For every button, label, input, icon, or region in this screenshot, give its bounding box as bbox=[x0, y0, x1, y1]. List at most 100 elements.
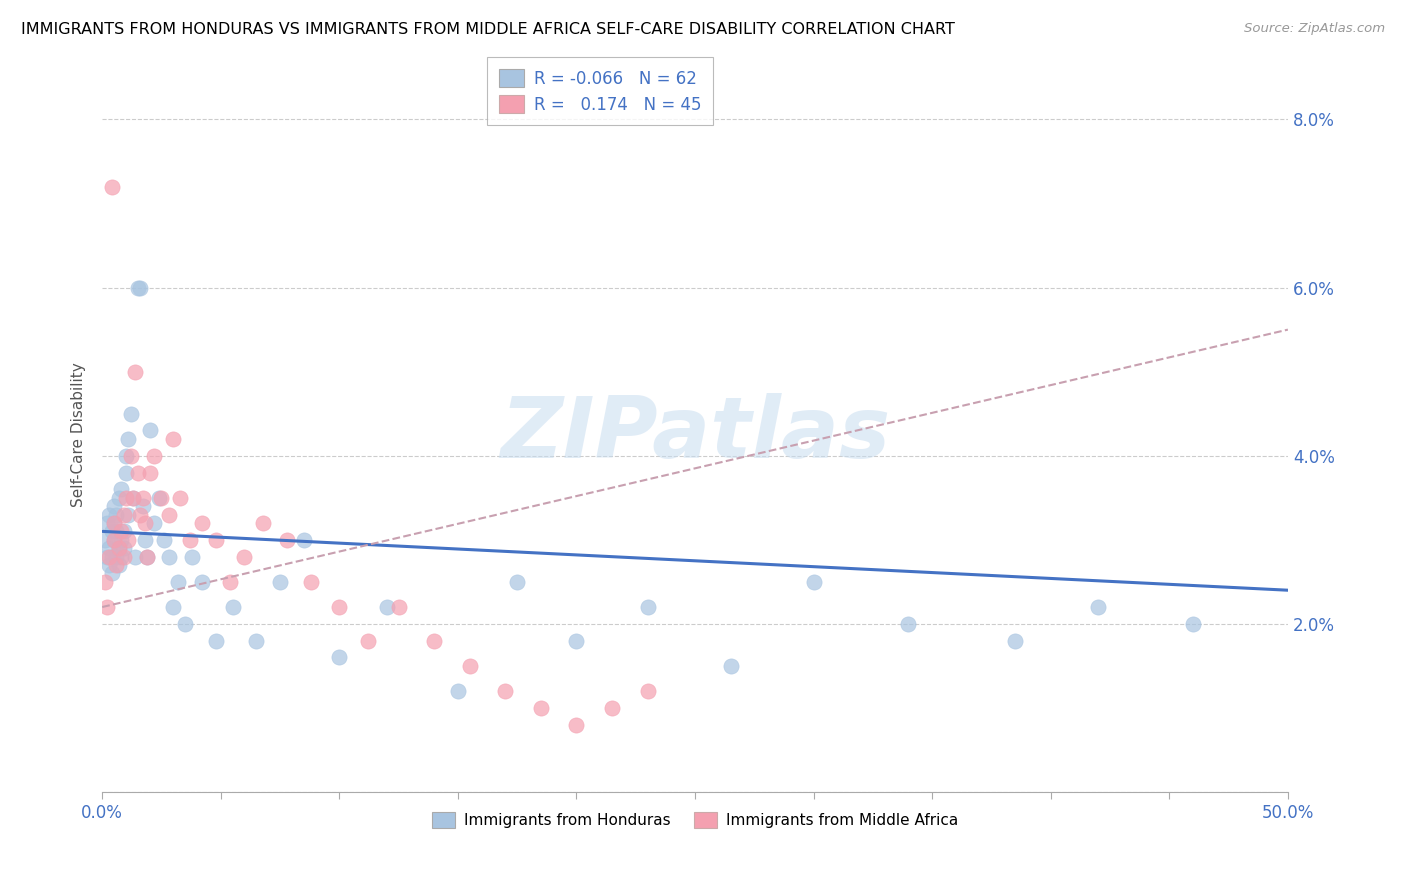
Point bbox=[100, 179, 122, 194]
Point bbox=[720, 658, 742, 673]
Point bbox=[233, 549, 256, 564]
Point bbox=[637, 600, 659, 615]
Point bbox=[458, 658, 481, 673]
Point bbox=[179, 533, 201, 547]
Point bbox=[252, 516, 274, 530]
Point bbox=[157, 508, 180, 522]
Point bbox=[245, 633, 267, 648]
Point bbox=[174, 616, 197, 631]
Text: IMMIGRANTS FROM HONDURAS VS IMMIGRANTS FROM MIDDLE AFRICA SELF-CARE DISABILITY C: IMMIGRANTS FROM HONDURAS VS IMMIGRANTS F… bbox=[21, 22, 955, 37]
Point bbox=[138, 424, 160, 438]
Point bbox=[134, 533, 156, 547]
Point bbox=[103, 516, 125, 530]
Point bbox=[108, 541, 131, 556]
Point bbox=[105, 549, 128, 564]
Point bbox=[600, 701, 623, 715]
Point bbox=[143, 449, 166, 463]
Text: Source: ZipAtlas.com: Source: ZipAtlas.com bbox=[1244, 22, 1385, 36]
Text: ZIPatlas: ZIPatlas bbox=[501, 393, 890, 476]
Point bbox=[117, 508, 139, 522]
Legend: Immigrants from Honduras, Immigrants from Middle Africa: Immigrants from Honduras, Immigrants fro… bbox=[426, 806, 965, 834]
Point bbox=[357, 633, 380, 648]
Point bbox=[134, 516, 156, 530]
Point bbox=[100, 524, 122, 539]
Point bbox=[124, 365, 146, 379]
Point bbox=[162, 600, 184, 615]
Point bbox=[96, 549, 118, 564]
Point bbox=[494, 684, 516, 698]
Point bbox=[375, 600, 398, 615]
Point bbox=[115, 491, 138, 505]
Point bbox=[110, 533, 132, 547]
Point bbox=[110, 549, 132, 564]
Point bbox=[100, 566, 122, 581]
Point bbox=[530, 701, 553, 715]
Point bbox=[93, 533, 115, 547]
Point bbox=[120, 407, 142, 421]
Point bbox=[103, 533, 125, 547]
Point bbox=[98, 549, 121, 564]
Point bbox=[423, 633, 446, 648]
Point bbox=[112, 508, 135, 522]
Point bbox=[565, 717, 588, 731]
Point bbox=[117, 432, 139, 446]
Point bbox=[120, 449, 142, 463]
Point bbox=[169, 491, 191, 505]
Point bbox=[299, 574, 322, 589]
Point bbox=[98, 508, 121, 522]
Point bbox=[112, 541, 135, 556]
Point bbox=[112, 549, 135, 564]
Point bbox=[328, 650, 350, 665]
Point bbox=[136, 549, 159, 564]
Point bbox=[205, 633, 228, 648]
Point bbox=[124, 549, 146, 564]
Point bbox=[205, 533, 228, 547]
Point bbox=[115, 449, 138, 463]
Point bbox=[803, 574, 825, 589]
Point bbox=[292, 533, 315, 547]
Point bbox=[108, 491, 131, 505]
Point bbox=[1004, 633, 1026, 648]
Point bbox=[100, 549, 122, 564]
Point bbox=[127, 466, 149, 480]
Point bbox=[157, 549, 180, 564]
Point bbox=[565, 633, 588, 648]
Point bbox=[181, 549, 204, 564]
Point bbox=[637, 684, 659, 698]
Point bbox=[108, 541, 131, 556]
Point bbox=[103, 499, 125, 513]
Point bbox=[103, 533, 125, 547]
Point bbox=[96, 600, 118, 615]
Point bbox=[108, 558, 131, 572]
Point bbox=[447, 684, 470, 698]
Point bbox=[122, 491, 145, 505]
Point bbox=[276, 533, 298, 547]
Point bbox=[388, 600, 411, 615]
Point bbox=[506, 574, 529, 589]
Point bbox=[191, 516, 214, 530]
Point bbox=[93, 574, 115, 589]
Point bbox=[105, 558, 128, 572]
Point bbox=[148, 491, 170, 505]
Point bbox=[162, 432, 184, 446]
Point bbox=[112, 524, 135, 539]
Point bbox=[110, 483, 132, 497]
Point bbox=[269, 574, 291, 589]
Point bbox=[191, 574, 214, 589]
Point bbox=[105, 508, 128, 522]
Y-axis label: Self-Care Disability: Self-Care Disability bbox=[72, 362, 86, 507]
Point bbox=[153, 533, 176, 547]
Point bbox=[105, 524, 128, 539]
Point bbox=[328, 600, 350, 615]
Point bbox=[136, 549, 159, 564]
Point bbox=[167, 574, 190, 589]
Point bbox=[138, 466, 160, 480]
Point bbox=[1182, 616, 1205, 631]
Point bbox=[117, 533, 139, 547]
Point bbox=[1087, 600, 1109, 615]
Point bbox=[131, 499, 153, 513]
Point bbox=[129, 280, 152, 294]
Point bbox=[131, 491, 153, 505]
Point bbox=[219, 574, 242, 589]
Point bbox=[110, 524, 132, 539]
